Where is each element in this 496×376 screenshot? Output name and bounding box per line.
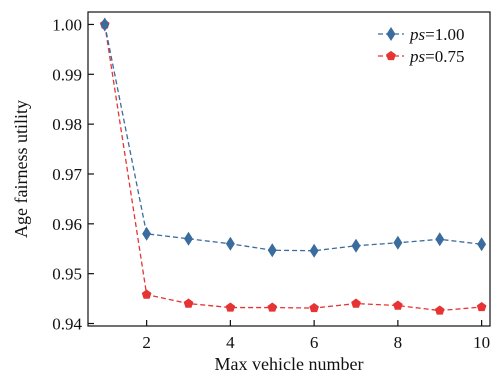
- y-tick-label: 0.96: [52, 215, 82, 234]
- series-line: [105, 24, 482, 310]
- data-point: [352, 240, 360, 253]
- legend-label-prefix: ps: [409, 25, 426, 44]
- legend-marker-shape: [387, 28, 395, 41]
- y-tick-label: 0.94: [52, 315, 82, 334]
- data-point: [435, 306, 444, 314]
- data-point: [268, 244, 276, 257]
- legend-marker-ps-0-75: [387, 51, 396, 59]
- legend-label-ps-0-75: ps=0.75: [409, 47, 464, 66]
- legend-label-suffix: =1.00: [425, 25, 464, 44]
- data-point: [184, 299, 193, 307]
- x-tick-label: 8: [394, 333, 403, 352]
- x-tick-label: 6: [310, 333, 319, 352]
- data-point: [143, 228, 151, 241]
- x-tick-label: 10: [473, 333, 490, 352]
- y-tick-label: 1.00: [52, 15, 82, 34]
- y-tick-label: 0.98: [52, 115, 82, 134]
- data-point: [394, 237, 402, 250]
- data-point: [268, 303, 277, 311]
- x-tick-label: 2: [142, 333, 151, 352]
- legend-label-suffix: =0.75: [425, 47, 464, 66]
- data-point: [478, 238, 486, 251]
- x-tick-label: 4: [226, 333, 235, 352]
- data-point: [352, 299, 361, 307]
- legend-item-ps-1-00: ps=1.00: [378, 25, 464, 44]
- data-point: [477, 302, 486, 310]
- data-point: [310, 303, 319, 311]
- data-point: [101, 18, 109, 31]
- y-tick-label: 0.97: [52, 165, 82, 184]
- legend-marker-shape: [387, 51, 396, 59]
- data-point: [310, 244, 318, 257]
- y-tick-label: 0.99: [52, 65, 82, 84]
- data-point: [142, 290, 151, 298]
- legend-label-ps-1-00: ps=1.00: [409, 25, 464, 44]
- data-point: [226, 303, 235, 311]
- y-tick-label: 0.95: [52, 265, 82, 284]
- y-axis-label: Age fairness utility: [11, 100, 31, 238]
- legend-marker-ps-1-00: [387, 28, 395, 41]
- x-axis-ticks: 2 4 6 8 10: [142, 320, 490, 352]
- data-point: [436, 233, 444, 246]
- data-point: [226, 238, 234, 251]
- legend-item-ps-0-75: ps=0.75: [378, 47, 464, 66]
- x-axis-label: Max vehicle number: [215, 354, 364, 374]
- data-point: [185, 233, 193, 246]
- legend: ps=1.00 ps=0.75: [378, 25, 464, 66]
- data-point: [394, 301, 403, 309]
- legend-label-prefix: ps: [409, 47, 426, 66]
